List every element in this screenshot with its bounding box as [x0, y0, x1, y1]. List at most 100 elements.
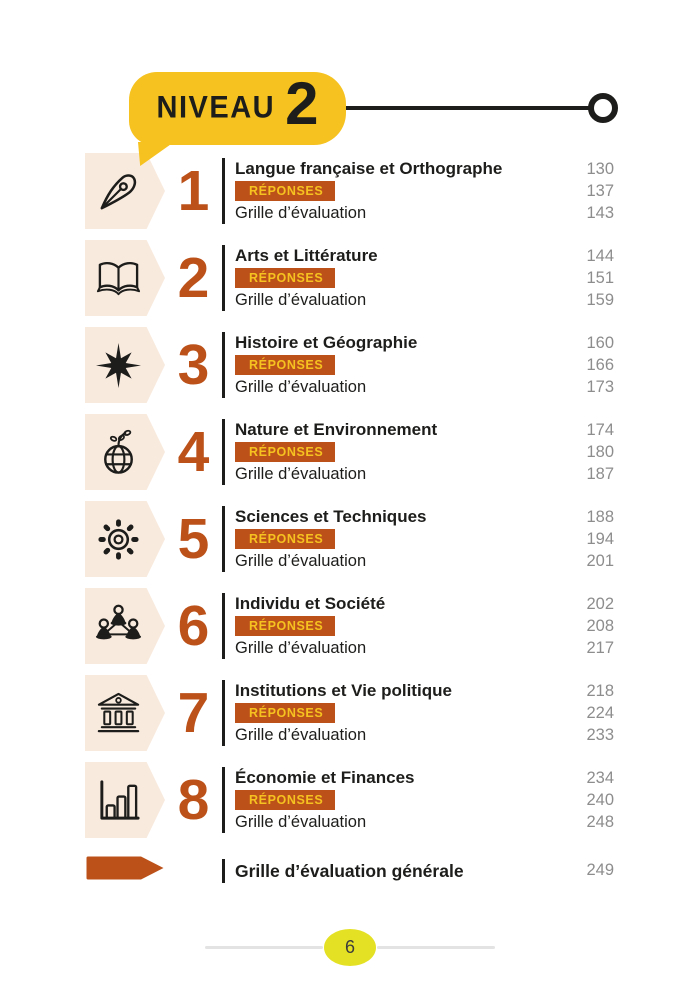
grille-label: Grille d’évaluation: [235, 552, 367, 570]
bank-icon: [85, 675, 165, 751]
reponses-badge: RÉPONSES: [235, 703, 336, 723]
toc-row: 2 Arts et Littérature RÉPONSES Grille d’…: [85, 240, 614, 316]
footer-left-rule: [205, 945, 323, 950]
folio-number: 6: [344, 937, 355, 957]
page-numbers: 144 151 159: [566, 245, 614, 311]
page-number: 218: [586, 682, 614, 700]
page-numbers: 218 224 233: [566, 680, 614, 746]
page-number: 201: [586, 552, 614, 570]
page-number: 160: [586, 334, 614, 352]
badge-line: RÉPONSES: [235, 267, 566, 289]
section-content: Économie et Finances RÉPONSES Grille d’é…: [222, 767, 566, 833]
toc-row: 1 Langue française et Orthographe RÉPONS…: [85, 153, 614, 229]
section-title: Sciences et Techniques: [235, 507, 427, 526]
page-number: 173: [586, 378, 614, 396]
section-number: 2: [177, 246, 210, 310]
footer-right-rule: [377, 945, 495, 950]
section-content: Individu et Société RÉPONSES Grille d’év…: [222, 593, 566, 659]
general-grille-row: Grille d’évaluation générale 249: [85, 855, 614, 885]
header-connector-line: [330, 106, 592, 110]
section-content: Histoire et Géographie RÉPONSES Grille d…: [222, 332, 566, 398]
reponses-badge: RÉPONSES: [235, 181, 336, 201]
badge-line: RÉPONSES: [235, 789, 566, 811]
toc-row: 4 Nature et Environnement RÉPONSES Grill…: [85, 414, 614, 490]
arrow-marker-icon: [85, 855, 165, 886]
badge-line: RÉPONSES: [235, 528, 566, 550]
badge-line: RÉPONSES: [235, 615, 566, 637]
section-number: 8: [177, 768, 210, 832]
section-number: 1: [177, 159, 210, 223]
level-label: NIVEAU: [156, 90, 276, 126]
page-numbers: 202 208 217: [566, 593, 614, 659]
grille-label: Grille d’évaluation: [235, 465, 367, 483]
section-number: 4: [177, 420, 210, 484]
toc-section-list: 1 Langue française et Orthographe RÉPONS…: [85, 153, 614, 885]
page-number: 137: [586, 182, 614, 200]
page-number: 166: [586, 356, 614, 374]
people-network-icon: [85, 588, 165, 664]
page-number: 187: [586, 465, 614, 483]
level-speech-bubble: NIVEAU 2: [129, 72, 346, 145]
general-grille-page: 249: [586, 861, 614, 879]
folio-badge: 6: [324, 929, 376, 966]
page-number: 208: [586, 617, 614, 635]
header-ring-icon: [588, 93, 618, 123]
page-number: 174: [586, 421, 614, 439]
grille-label: Grille d’évaluation: [235, 639, 367, 657]
section-title: Individu et Société: [235, 594, 386, 613]
reponses-badge: RÉPONSES: [235, 268, 336, 288]
toc-row: 5 Sciences et Techniques RÉPONSES Grille…: [85, 501, 614, 577]
pen-nib-icon: [85, 153, 165, 229]
toc-row: 3 Histoire et Géographie RÉPONSES Grille…: [85, 327, 614, 403]
open-book-icon: [85, 240, 165, 316]
section-title: Histoire et Géographie: [235, 333, 418, 352]
grille-label: Grille d’évaluation: [235, 813, 367, 831]
page-numbers: 160 166 173: [566, 332, 614, 398]
toc-row: 8 Économie et Finances RÉPONSES Grille d…: [85, 762, 614, 838]
gear-icon: [85, 501, 165, 577]
page-number: 194: [586, 530, 614, 548]
badge-line: RÉPONSES: [235, 354, 566, 376]
general-grille-title: Grille d’évaluation générale: [222, 858, 566, 883]
section-content: Arts et Littérature RÉPONSES Grille d’év…: [222, 245, 566, 311]
page-number: 159: [586, 291, 614, 309]
reponses-badge: RÉPONSES: [235, 529, 336, 549]
section-content: Sciences et Techniques RÉPONSES Grille d…: [222, 506, 566, 572]
page-number: 180: [586, 443, 614, 461]
page-number: 130: [586, 160, 614, 178]
page-number: 234: [586, 769, 614, 787]
page-number: 240: [586, 791, 614, 809]
section-content: Langue française et Orthographe RÉPONSES…: [222, 158, 566, 224]
page-number: 144: [586, 247, 614, 265]
page-number: 224: [586, 704, 614, 722]
section-number: 3: [177, 333, 210, 397]
page-number: 202: [586, 595, 614, 613]
page-number: 188: [586, 508, 614, 526]
section-title: Institutions et Vie politique: [235, 681, 452, 700]
page-numbers: 174 180 187: [566, 419, 614, 485]
toc-row: 6 Individu et Société RÉPONSES Grille d’…: [85, 588, 614, 664]
section-title: Langue française et Orthographe: [235, 159, 503, 178]
section-number: 6: [177, 594, 210, 658]
grille-label: Grille d’évaluation: [235, 291, 367, 309]
page-numbers: 188 194 201: [566, 506, 614, 572]
grille-label: Grille d’évaluation: [235, 726, 367, 744]
page-footer: 6: [0, 929, 700, 966]
reponses-badge: RÉPONSES: [235, 442, 336, 462]
grille-label: Grille d’évaluation: [235, 378, 367, 396]
section-content: Institutions et Vie politique RÉPONSES G…: [222, 680, 566, 746]
badge-line: RÉPONSES: [235, 441, 566, 463]
page-number: 151: [586, 269, 614, 287]
globe-sprout-icon: [85, 414, 165, 490]
compass-rose-icon: [85, 327, 165, 403]
badge-line: RÉPONSES: [235, 702, 566, 724]
reponses-badge: RÉPONSES: [235, 790, 336, 810]
page-numbers: 130 137 143: [566, 158, 614, 224]
page-number: 143: [586, 204, 614, 222]
reponses-badge: RÉPONSES: [235, 355, 336, 375]
section-title: Arts et Littérature: [235, 246, 378, 265]
page-numbers: 234 240 248: [566, 767, 614, 833]
page-number: 217: [586, 639, 614, 657]
section-number: 7: [177, 681, 210, 745]
toc-row: 7 Institutions et Vie politique RÉPONSES…: [85, 675, 614, 751]
